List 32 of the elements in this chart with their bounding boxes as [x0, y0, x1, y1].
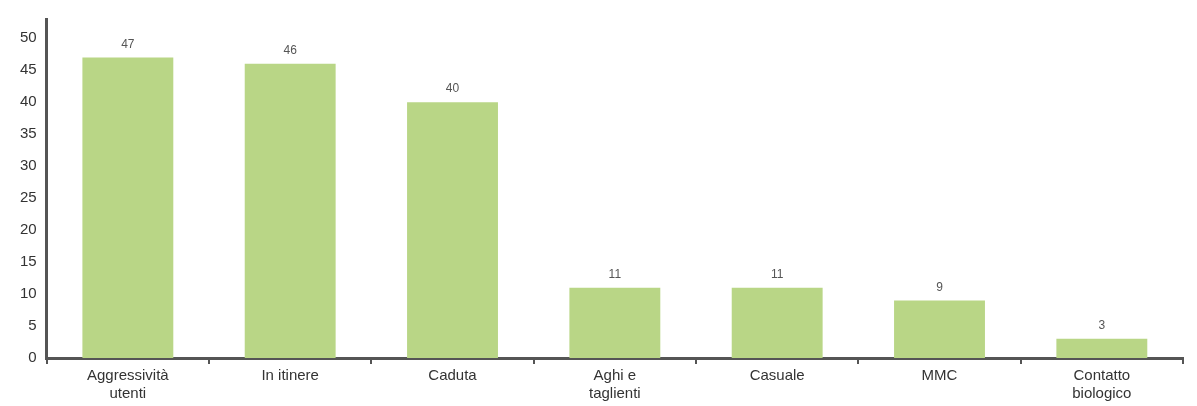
bar	[569, 287, 661, 358]
data-label: 47	[121, 36, 135, 51]
y-tick-label: 50	[20, 28, 37, 46]
y-tick-label: 25	[20, 188, 37, 206]
y-tick-label: 5	[28, 316, 37, 334]
x-tick-label: Aggressività utenti	[87, 366, 170, 402]
y-tick-label: 0	[28, 348, 37, 366]
data-label: 3	[1098, 318, 1106, 333]
data-label: 9	[936, 279, 944, 294]
data-label: 11	[608, 266, 622, 281]
y-tick-label: 30	[20, 156, 37, 174]
y-tick-label: 20	[20, 220, 37, 238]
y-tick-label: 35	[20, 124, 37, 142]
x-tick-label: In itinere	[261, 366, 319, 384]
bar	[82, 57, 174, 358]
bar	[894, 300, 985, 358]
x-tick-label: MMC	[921, 366, 958, 384]
bar	[1056, 338, 1148, 358]
x-tick-label: Contatto biologico	[1072, 366, 1132, 402]
y-tick-label: 45	[20, 60, 37, 78]
data-label: 40	[445, 81, 460, 96]
y-tick-label: 15	[20, 252, 37, 270]
y-tick-label: 40	[20, 92, 37, 110]
x-tick-label: Casuale	[749, 366, 805, 384]
bar	[731, 287, 823, 358]
bar	[407, 102, 498, 358]
data-label: 46	[283, 43, 298, 58]
y-tick-label: 10	[20, 284, 37, 302]
bar	[244, 63, 336, 358]
x-tick-label: Aghi e taglienti	[588, 366, 641, 402]
x-tick-label: Caduta	[428, 366, 478, 384]
data-label: 11	[770, 266, 784, 281]
